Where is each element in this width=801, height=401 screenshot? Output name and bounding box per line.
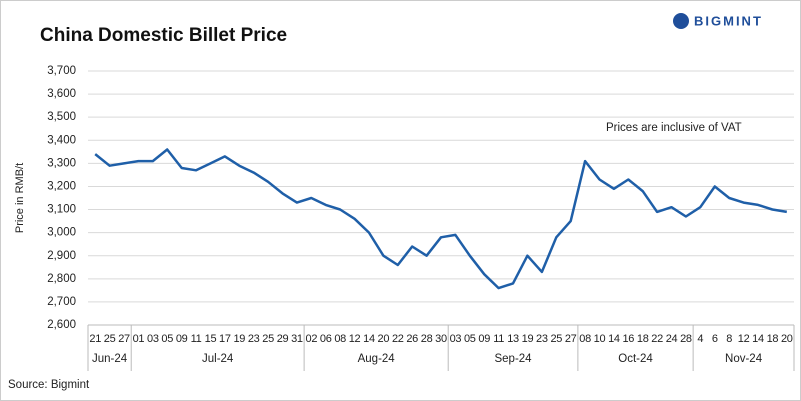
x-tick-label: 01 — [133, 333, 145, 345]
x-tick-label: 26 — [406, 333, 418, 345]
x-tick-label: 10 — [594, 333, 606, 345]
y-tick-label: 3,000 — [47, 227, 76, 239]
x-tick-label: 14 — [752, 333, 764, 345]
x-tick-label: 23 — [536, 333, 548, 345]
x-tick-label: 06 — [320, 333, 332, 345]
x-tick-label: 28 — [421, 333, 433, 345]
x-tick-label: 11 — [191, 333, 202, 345]
x-tick-label: 18 — [767, 333, 779, 345]
x-tick-label: 11 — [493, 333, 504, 345]
month-label: Oct-24 — [618, 353, 653, 365]
y-tick-label: 3,700 — [47, 65, 76, 77]
x-tick-label: 12 — [738, 333, 750, 345]
month-label: Aug-24 — [358, 353, 396, 365]
x-tick-label: 13 — [507, 333, 519, 345]
x-tick-label: 08 — [334, 333, 346, 345]
x-tick-label: 08 — [579, 333, 591, 345]
brand: BIGMINT — [694, 13, 763, 28]
chart-title: China Domestic Billet Price — [40, 25, 287, 46]
month-label: Nov-24 — [725, 353, 763, 365]
y-tick-label: 3,300 — [47, 157, 76, 169]
x-tick-label: 27 — [118, 333, 130, 345]
x-tick-label: 02 — [306, 333, 318, 345]
x-tick-label: 29 — [277, 333, 289, 345]
y-tick-label: 2,600 — [47, 319, 76, 331]
x-tick-label: 16 — [622, 333, 634, 345]
x-tick-label: 14 — [608, 333, 620, 345]
month-label: Jul-24 — [202, 353, 234, 365]
x-tick-label: 03 — [450, 333, 462, 345]
x-tick-label: 20 — [378, 333, 390, 345]
x-tick-label: 23 — [248, 333, 260, 345]
month-label: Jun-24 — [92, 353, 128, 365]
y-tick-label: 3,600 — [47, 88, 76, 100]
y-tick-label: 3,100 — [47, 204, 76, 216]
x-tick-label: 22 — [392, 333, 404, 345]
x-tick-label: 31 — [291, 333, 303, 345]
x-tick-label: 20 — [781, 333, 793, 345]
x-tick-label: 19 — [522, 333, 534, 345]
x-tick-label: 17 — [219, 333, 231, 345]
x-tick-label: 24 — [666, 333, 678, 345]
x-tick-label: 25 — [262, 333, 274, 345]
x-tick-label: 25 — [104, 333, 116, 345]
x-tick-label: 30 — [435, 333, 447, 345]
x-tick-label: 05 — [464, 333, 476, 345]
y-axis-label: Price in RMB/t — [14, 163, 26, 233]
x-tick-label: 8 — [726, 333, 732, 345]
x-tick-label: 14 — [363, 333, 375, 345]
y-tick-label: 3,500 — [47, 111, 76, 123]
x-tick-label: 03 — [147, 333, 159, 345]
x-tick-label: 25 — [550, 333, 562, 345]
x-tick-label: 19 — [233, 333, 245, 345]
x-tick-label: 27 — [565, 333, 577, 345]
x-tick-label: 22 — [651, 333, 663, 345]
y-tick-label: 3,400 — [47, 134, 76, 146]
x-tick-label: 12 — [349, 333, 361, 345]
x-tick-label: 15 — [205, 333, 217, 345]
x-tick-label: 28 — [680, 333, 692, 345]
annotation: Prices are inclusive of VAT — [606, 122, 742, 134]
y-tick-label: 2,700 — [47, 296, 76, 308]
x-tick-label: 09 — [176, 333, 188, 345]
month-label: Sep-24 — [494, 353, 532, 365]
source: Source: Bigmint — [8, 379, 90, 391]
line-series — [94, 148, 788, 290]
x-tick-label: 6 — [712, 333, 718, 345]
x-tick-label: 4 — [697, 333, 703, 345]
brand-icon — [673, 13, 689, 29]
x-tick-label: 05 — [161, 333, 173, 345]
y-tick-label: 3,200 — [47, 180, 76, 192]
x-tick-label: 18 — [637, 333, 649, 345]
x-tick-label: 09 — [478, 333, 490, 345]
x-tick-label: 21 — [89, 333, 101, 345]
y-tick-label: 2,900 — [47, 250, 76, 262]
y-tick-label: 2,800 — [47, 273, 76, 285]
